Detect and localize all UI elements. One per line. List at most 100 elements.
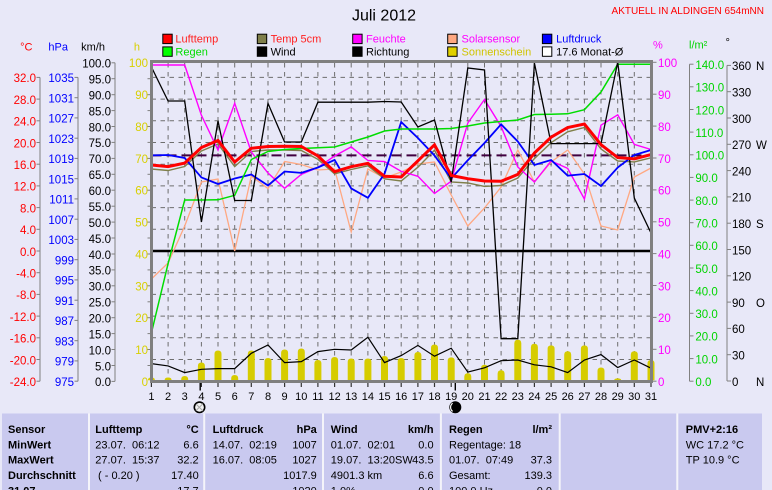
svg-text:983: 983: [55, 337, 74, 349]
svg-text:24: 24: [528, 391, 540, 403]
svg-text:975: 975: [55, 377, 74, 389]
svg-text:19.07. 13:20SW: 19.07. 13:20SW: [331, 455, 414, 467]
svg-text:75.0: 75.0: [89, 138, 111, 150]
svg-text:70.0: 70.0: [695, 219, 717, 231]
svg-text:l/m²: l/m²: [532, 424, 552, 436]
svg-text:270: 270: [732, 140, 751, 152]
svg-text:240: 240: [732, 166, 751, 178]
svg-text:-16.0: -16.0: [10, 334, 36, 346]
svg-text:21: 21: [478, 391, 490, 403]
svg-text:90: 90: [135, 90, 148, 102]
svg-text:Temp 5cm: Temp 5cm: [271, 33, 322, 45]
svg-text:Gesamt:: Gesamt:: [449, 470, 491, 482]
svg-text:100: 100: [658, 58, 677, 70]
svg-text:-20.0: -20.0: [10, 355, 36, 367]
svg-text:1007: 1007: [292, 440, 316, 452]
svg-text:PMV+2:16: PMV+2:16: [686, 424, 738, 436]
svg-text:6.6: 6.6: [183, 440, 198, 452]
svg-text:17.6 Monat-Ø: 17.6 Monat-Ø: [556, 46, 624, 58]
svg-text:28.0: 28.0: [14, 95, 36, 107]
svg-text:°C: °C: [186, 424, 198, 436]
svg-text:32.0: 32.0: [14, 73, 36, 85]
svg-text:300: 300: [732, 114, 751, 126]
svg-text:100: 100: [129, 58, 148, 70]
svg-text:95.0: 95.0: [89, 75, 111, 87]
svg-text:4.0: 4.0: [20, 225, 36, 237]
svg-text:50: 50: [658, 218, 671, 230]
svg-text:20.0: 20.0: [695, 332, 717, 344]
svg-text:l/m²: l/m²: [689, 40, 708, 52]
svg-text:hPa: hPa: [48, 42, 68, 54]
svg-text:20.0: 20.0: [14, 138, 36, 150]
svg-text:1031: 1031: [48, 94, 74, 106]
svg-text:10: 10: [658, 345, 671, 357]
svg-text:Durchschnitt: Durchschnitt: [8, 470, 76, 482]
svg-text:30.0: 30.0: [695, 309, 717, 321]
svg-text:20: 20: [462, 391, 474, 403]
svg-text:979: 979: [55, 357, 74, 369]
svg-text:60.0: 60.0: [89, 186, 111, 198]
svg-text:40.0: 40.0: [89, 250, 111, 262]
svg-text:150: 150: [732, 245, 751, 257]
svg-text:65.0: 65.0: [89, 170, 111, 182]
svg-text:45.0: 45.0: [89, 234, 111, 246]
svg-text:Sonnenschein: Sonnenschein: [462, 46, 532, 58]
svg-text:120: 120: [732, 272, 751, 284]
svg-text:1.0%: 1.0%: [331, 485, 356, 490]
svg-text:km/h: km/h: [408, 424, 434, 436]
svg-text:85.0: 85.0: [89, 106, 111, 118]
svg-text:°: °: [726, 37, 730, 49]
svg-text:37.3: 37.3: [531, 455, 552, 467]
svg-text:4: 4: [198, 391, 204, 403]
svg-text:1023: 1023: [48, 134, 74, 146]
svg-text:20: 20: [135, 313, 148, 325]
svg-text:01.07. 02:01: 01.07. 02:01: [331, 440, 395, 452]
svg-text:Wind: Wind: [271, 46, 296, 58]
svg-text:1035: 1035: [48, 73, 74, 85]
svg-text:MinWert: MinWert: [8, 440, 52, 452]
svg-text:90.0: 90.0: [695, 173, 717, 185]
svg-text:17: 17: [412, 391, 424, 403]
svg-text:0.0: 0.0: [20, 247, 36, 259]
svg-text:Wind: Wind: [331, 424, 358, 436]
svg-text:Luftdruck: Luftdruck: [556, 33, 602, 45]
svg-text:29: 29: [612, 391, 624, 403]
svg-text:23: 23: [512, 391, 524, 403]
svg-text:16: 16: [395, 391, 407, 403]
svg-text:-8.0: -8.0: [16, 290, 36, 302]
svg-text:Sensor: Sensor: [8, 424, 46, 436]
svg-text:139.3: 139.3: [524, 470, 552, 482]
svg-text:S: S: [756, 219, 764, 231]
svg-text:25: 25: [545, 391, 557, 403]
svg-text:130.0: 130.0: [695, 83, 724, 95]
svg-text:8.0: 8.0: [20, 203, 36, 215]
svg-text:80: 80: [658, 122, 671, 134]
svg-text:0.0: 0.0: [418, 485, 433, 490]
svg-text:11: 11: [312, 391, 323, 403]
svg-text:Luftdruck: Luftdruck: [213, 424, 265, 436]
svg-text:180: 180: [732, 219, 751, 231]
svg-text:2: 2: [165, 391, 171, 403]
svg-text:991: 991: [55, 296, 74, 308]
svg-text:30: 30: [628, 391, 640, 403]
svg-text:60.0: 60.0: [695, 241, 717, 253]
svg-text:100.0: 100.0: [82, 59, 111, 71]
svg-text:0.0: 0.0: [695, 377, 711, 389]
svg-text:4901.3 km: 4901.3 km: [331, 470, 382, 482]
svg-text:01.07. 07:49: 01.07. 07:49: [449, 455, 513, 467]
svg-text:Feuchte: Feuchte: [366, 33, 406, 45]
svg-text:14: 14: [362, 391, 374, 403]
svg-text:110.0: 110.0: [695, 128, 723, 140]
svg-text:20: 20: [658, 313, 671, 325]
svg-text:1019: 1019: [48, 154, 74, 166]
svg-text:1: 1: [148, 391, 154, 403]
svg-text:100.0 Hz: 100.0 Hz: [449, 485, 493, 490]
svg-text:28: 28: [595, 391, 607, 403]
svg-text:80.0: 80.0: [695, 196, 717, 208]
svg-text:Regen: Regen: [175, 46, 207, 58]
svg-text:30: 30: [135, 281, 148, 293]
svg-text:-12.0: -12.0: [10, 312, 36, 324]
svg-text:140.0: 140.0: [695, 60, 724, 72]
svg-text:1011: 1011: [49, 195, 74, 207]
svg-text:°C: °C: [20, 42, 32, 54]
